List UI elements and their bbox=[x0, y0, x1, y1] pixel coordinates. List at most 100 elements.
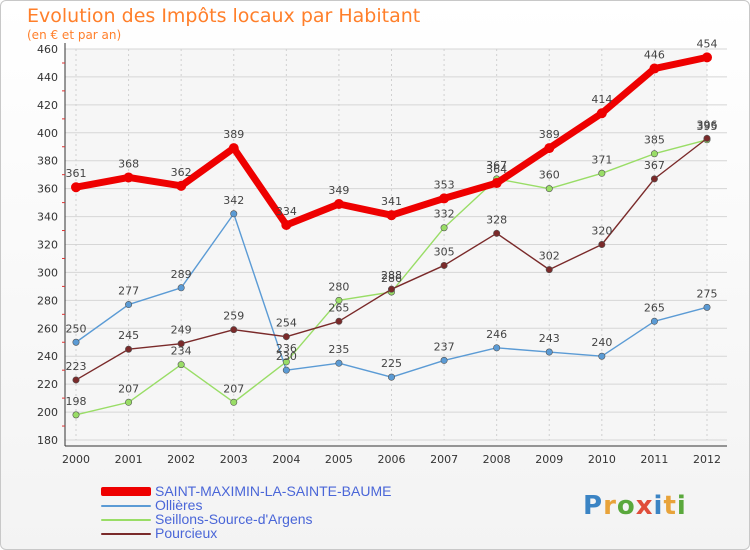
x-tick-label: 2002 bbox=[167, 453, 195, 466]
data-label: 225 bbox=[381, 357, 402, 370]
logo-letter: o bbox=[616, 491, 636, 521]
data-label: 364 bbox=[486, 163, 507, 176]
data-label: 371 bbox=[591, 153, 612, 166]
data-point bbox=[71, 182, 81, 193]
data-point bbox=[544, 143, 555, 154]
x-tick-label: 2004 bbox=[272, 453, 300, 466]
legend-swatch-saint-maximin bbox=[101, 487, 151, 496]
data-label: 223 bbox=[66, 360, 87, 373]
y-tick-label: 380 bbox=[37, 155, 58, 168]
data-label: 446 bbox=[644, 49, 665, 62]
data-point bbox=[703, 134, 711, 142]
legend-swatch-ollieres bbox=[101, 505, 151, 507]
data-label: 288 bbox=[381, 269, 402, 282]
data-point bbox=[598, 169, 606, 177]
data-label: 275 bbox=[697, 287, 718, 300]
data-label: 277 bbox=[118, 285, 139, 298]
data-point bbox=[125, 345, 133, 353]
y-tick-label: 460 bbox=[37, 43, 58, 56]
x-tick-label: 2012 bbox=[693, 453, 721, 466]
data-label: 236 bbox=[276, 342, 297, 355]
x-tick-label: 2010 bbox=[588, 453, 616, 466]
logo-letter: i bbox=[653, 491, 664, 521]
y-tick-label: 300 bbox=[37, 266, 58, 279]
data-point bbox=[282, 358, 290, 366]
chart-subtitle: (en € et par an) bbox=[27, 28, 122, 42]
data-point bbox=[387, 285, 395, 293]
data-label: 362 bbox=[171, 166, 192, 179]
logo-letter: t bbox=[663, 491, 677, 521]
data-label: 395 bbox=[697, 120, 718, 133]
x-tick-label: 2009 bbox=[535, 453, 563, 466]
data-point bbox=[177, 340, 185, 348]
data-label: 259 bbox=[223, 310, 244, 323]
data-point bbox=[440, 356, 448, 364]
data-label: 207 bbox=[223, 382, 244, 395]
data-point bbox=[598, 352, 606, 360]
legend-swatch-seillons bbox=[101, 519, 151, 521]
logo-letter: P bbox=[583, 491, 604, 521]
x-tick-label: 2005 bbox=[325, 453, 353, 466]
data-point bbox=[72, 376, 80, 384]
data-point bbox=[335, 317, 343, 325]
x-tick-label: 2008 bbox=[483, 453, 511, 466]
x-tick-label: 2000 bbox=[62, 453, 90, 466]
data-label: 250 bbox=[66, 322, 87, 335]
data-label: 367 bbox=[644, 159, 665, 172]
y-tick-label: 280 bbox=[37, 294, 58, 307]
proxiti-logo: Proxiti bbox=[583, 491, 687, 521]
y-tick-label: 200 bbox=[37, 406, 58, 419]
data-point bbox=[230, 326, 238, 334]
data-label: 389 bbox=[223, 128, 244, 141]
y-tick-label: 440 bbox=[37, 71, 58, 84]
legend-label-seillons: Seillons-Source-d'Argens bbox=[155, 511, 313, 527]
data-label: 265 bbox=[328, 301, 349, 314]
data-label: 198 bbox=[66, 395, 87, 408]
data-point bbox=[281, 219, 292, 230]
data-label: 240 bbox=[591, 336, 612, 349]
data-label: 254 bbox=[276, 317, 297, 330]
data-point bbox=[439, 193, 450, 204]
legend-swatch-pourcieux bbox=[101, 533, 151, 535]
data-label: 286 bbox=[381, 272, 402, 285]
data-label: 320 bbox=[591, 225, 612, 238]
data-label: 230 bbox=[276, 350, 297, 363]
data-label: 360 bbox=[539, 169, 560, 182]
data-label: 353 bbox=[434, 178, 455, 191]
data-label: 302 bbox=[539, 250, 560, 263]
data-label: 414 bbox=[591, 93, 612, 106]
data-label: 385 bbox=[644, 134, 665, 147]
y-tick-label: 240 bbox=[37, 350, 58, 363]
data-point bbox=[703, 303, 711, 311]
data-label: 342 bbox=[223, 194, 244, 207]
x-tick-label: 2011 bbox=[640, 453, 668, 466]
data-point bbox=[125, 301, 133, 309]
chart-title: Evolution des Impôts locaux par Habitant bbox=[27, 5, 421, 27]
data-label: 389 bbox=[539, 128, 560, 141]
legend-label-pourcieux: Pourcieux bbox=[155, 525, 218, 541]
logo-letter: r bbox=[603, 491, 617, 521]
data-label: 246 bbox=[486, 328, 507, 341]
y-tick-label: 360 bbox=[37, 183, 58, 196]
y-tick-label: 180 bbox=[37, 434, 58, 447]
data-label: 235 bbox=[328, 343, 349, 356]
data-point bbox=[545, 185, 553, 193]
data-point bbox=[228, 143, 239, 154]
data-point bbox=[123, 172, 134, 183]
data-point bbox=[387, 373, 395, 381]
data-label: 349 bbox=[328, 184, 349, 197]
data-label: 334 bbox=[276, 205, 297, 218]
data-label: 367 bbox=[486, 159, 507, 172]
data-point bbox=[125, 398, 133, 406]
data-label: 234 bbox=[171, 345, 192, 358]
data-label: 361 bbox=[66, 167, 87, 180]
data-label: 237 bbox=[434, 340, 455, 353]
data-label: 328 bbox=[486, 213, 507, 226]
data-point bbox=[230, 398, 238, 406]
data-point bbox=[230, 210, 238, 218]
data-point bbox=[176, 180, 187, 191]
data-label: 280 bbox=[328, 280, 349, 293]
data-point bbox=[386, 210, 397, 221]
data-label: 396 bbox=[697, 118, 718, 131]
